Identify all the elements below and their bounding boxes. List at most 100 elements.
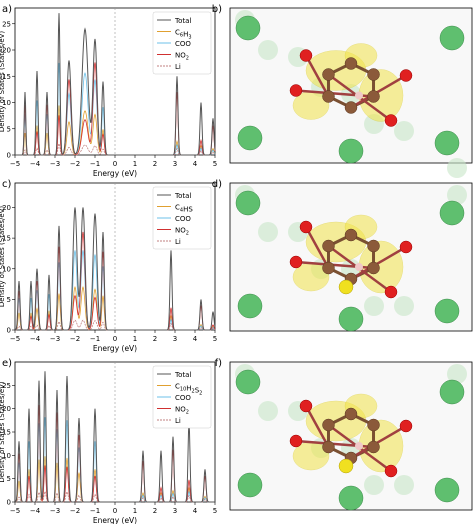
li-atom-faint <box>447 364 467 384</box>
x-tick-label: −2 <box>70 160 80 168</box>
x-tick-label: 5 <box>213 507 217 515</box>
x-tick-label: 5 <box>213 160 217 168</box>
li-atom <box>439 200 465 226</box>
y-tick-label: 10 <box>2 452 11 460</box>
li-atom <box>439 25 465 51</box>
carbon-atom <box>322 68 335 81</box>
y-tick-label: 10 <box>2 265 11 273</box>
carbon-atom <box>367 68 380 81</box>
x-tick-label: 3 <box>173 160 177 168</box>
x-axis-label: Energy (eV) <box>93 169 137 178</box>
hydrogen-atom <box>355 91 363 100</box>
x-tick-label: −5 <box>10 507 20 515</box>
x-axis-label: Energy (eV) <box>93 516 137 524</box>
x-tick-label: −1 <box>90 507 100 515</box>
li-atom <box>338 306 364 332</box>
x-tick-label: −4 <box>30 507 41 515</box>
x-tick-label: 1 <box>133 335 137 343</box>
y-axis-label: Density of States (States/eV) <box>0 206 6 308</box>
li-atom-faint <box>258 222 278 242</box>
li-atom-faint <box>364 475 384 495</box>
x-tick-label: −3 <box>50 507 60 515</box>
legend-box <box>152 365 212 429</box>
x-tick-label: −5 <box>10 160 20 168</box>
x-tick-label: −3 <box>50 335 60 343</box>
structure-panel-0: b) <box>212 4 473 178</box>
y-tick-label: 20 <box>2 47 11 55</box>
y-tick-label: 15 <box>2 235 11 243</box>
legend-label: NO2 <box>175 406 189 416</box>
legend-label: Total <box>174 192 191 200</box>
oxygen-atom <box>299 49 313 62</box>
x-tick-label: 3 <box>173 507 177 515</box>
li-atom <box>434 477 460 503</box>
x-tick-label: −5 <box>10 335 20 343</box>
sulfur-atom <box>338 279 354 295</box>
li-atom-faint <box>394 475 414 495</box>
li-atom-faint <box>258 401 278 421</box>
x-axis-label: Energy (eV) <box>93 344 137 353</box>
carbon-atom <box>344 228 358 242</box>
x-tick-label: 4 <box>193 335 198 343</box>
legend-label: NO2 <box>175 227 189 237</box>
x-tick-label: 5 <box>213 335 217 343</box>
carbon-atom <box>322 239 335 253</box>
carbon-atom <box>367 418 380 432</box>
panel-letter: b) <box>212 4 222 15</box>
legend-box <box>152 11 212 75</box>
y-tick-label: 5 <box>7 475 11 483</box>
x-tick-label: 4 <box>193 507 198 515</box>
legend-label: COO <box>175 394 191 402</box>
legend-label: NO2 <box>175 52 189 62</box>
y-tick-label: 0 <box>7 499 11 507</box>
li-atom <box>338 138 364 164</box>
oxygen-atom <box>384 464 398 478</box>
oxygen-atom <box>399 69 413 82</box>
legend-label: C6H3 <box>175 29 192 41</box>
legend-label: COO <box>175 40 191 48</box>
li-atom <box>434 298 460 324</box>
hydrogen-atom <box>355 442 363 450</box>
y-tick-label: 0 <box>7 327 11 335</box>
y-tick-label: 5 <box>7 125 11 133</box>
structure-panel-1: d) <box>212 179 473 332</box>
oxygen-atom <box>399 419 413 433</box>
li-atom <box>434 130 460 156</box>
panel-letter: a) <box>2 4 12 15</box>
x-tick-label: 3 <box>173 335 177 343</box>
legend-label: Li <box>175 238 181 246</box>
oxygen-atom <box>299 399 313 413</box>
bond <box>304 226 330 269</box>
panel-letter: e) <box>2 358 12 369</box>
li-atom <box>237 293 263 319</box>
x-tick-label: −1 <box>90 335 100 343</box>
li-atom-faint <box>447 158 467 178</box>
x-tick-label: 2 <box>153 335 157 343</box>
legend-label: C4HS <box>175 204 193 214</box>
y-tick-label: 25 <box>2 382 11 390</box>
bond <box>304 405 330 448</box>
x-tick-label: −3 <box>50 160 60 168</box>
panel-letter: f) <box>215 358 223 369</box>
li-atom <box>338 485 364 511</box>
li-atom <box>235 190 261 216</box>
li-atom-faint <box>341 259 361 279</box>
li-atom <box>235 369 261 395</box>
li-atom <box>235 15 261 41</box>
carbon-atom <box>322 440 335 454</box>
x-tick-label: 1 <box>133 507 137 515</box>
panel-letter: c) <box>2 179 11 190</box>
hydrogen-atom <box>355 263 363 271</box>
legend-label: COO <box>175 215 191 223</box>
carbon-atom <box>344 407 358 421</box>
oxygen-atom <box>399 240 413 254</box>
x-tick-label: 0 <box>113 507 117 515</box>
y-axis-label: Density of States (States/eV) <box>0 31 6 133</box>
legend-label: C10H2S2 <box>175 383 202 397</box>
legend-label: Total <box>174 17 191 25</box>
x-tick-label: 1 <box>133 160 137 168</box>
oxygen-atom <box>384 285 398 299</box>
li-atom-faint <box>394 296 414 316</box>
carbon-atom <box>367 239 380 253</box>
oxygen-atom <box>289 84 303 97</box>
